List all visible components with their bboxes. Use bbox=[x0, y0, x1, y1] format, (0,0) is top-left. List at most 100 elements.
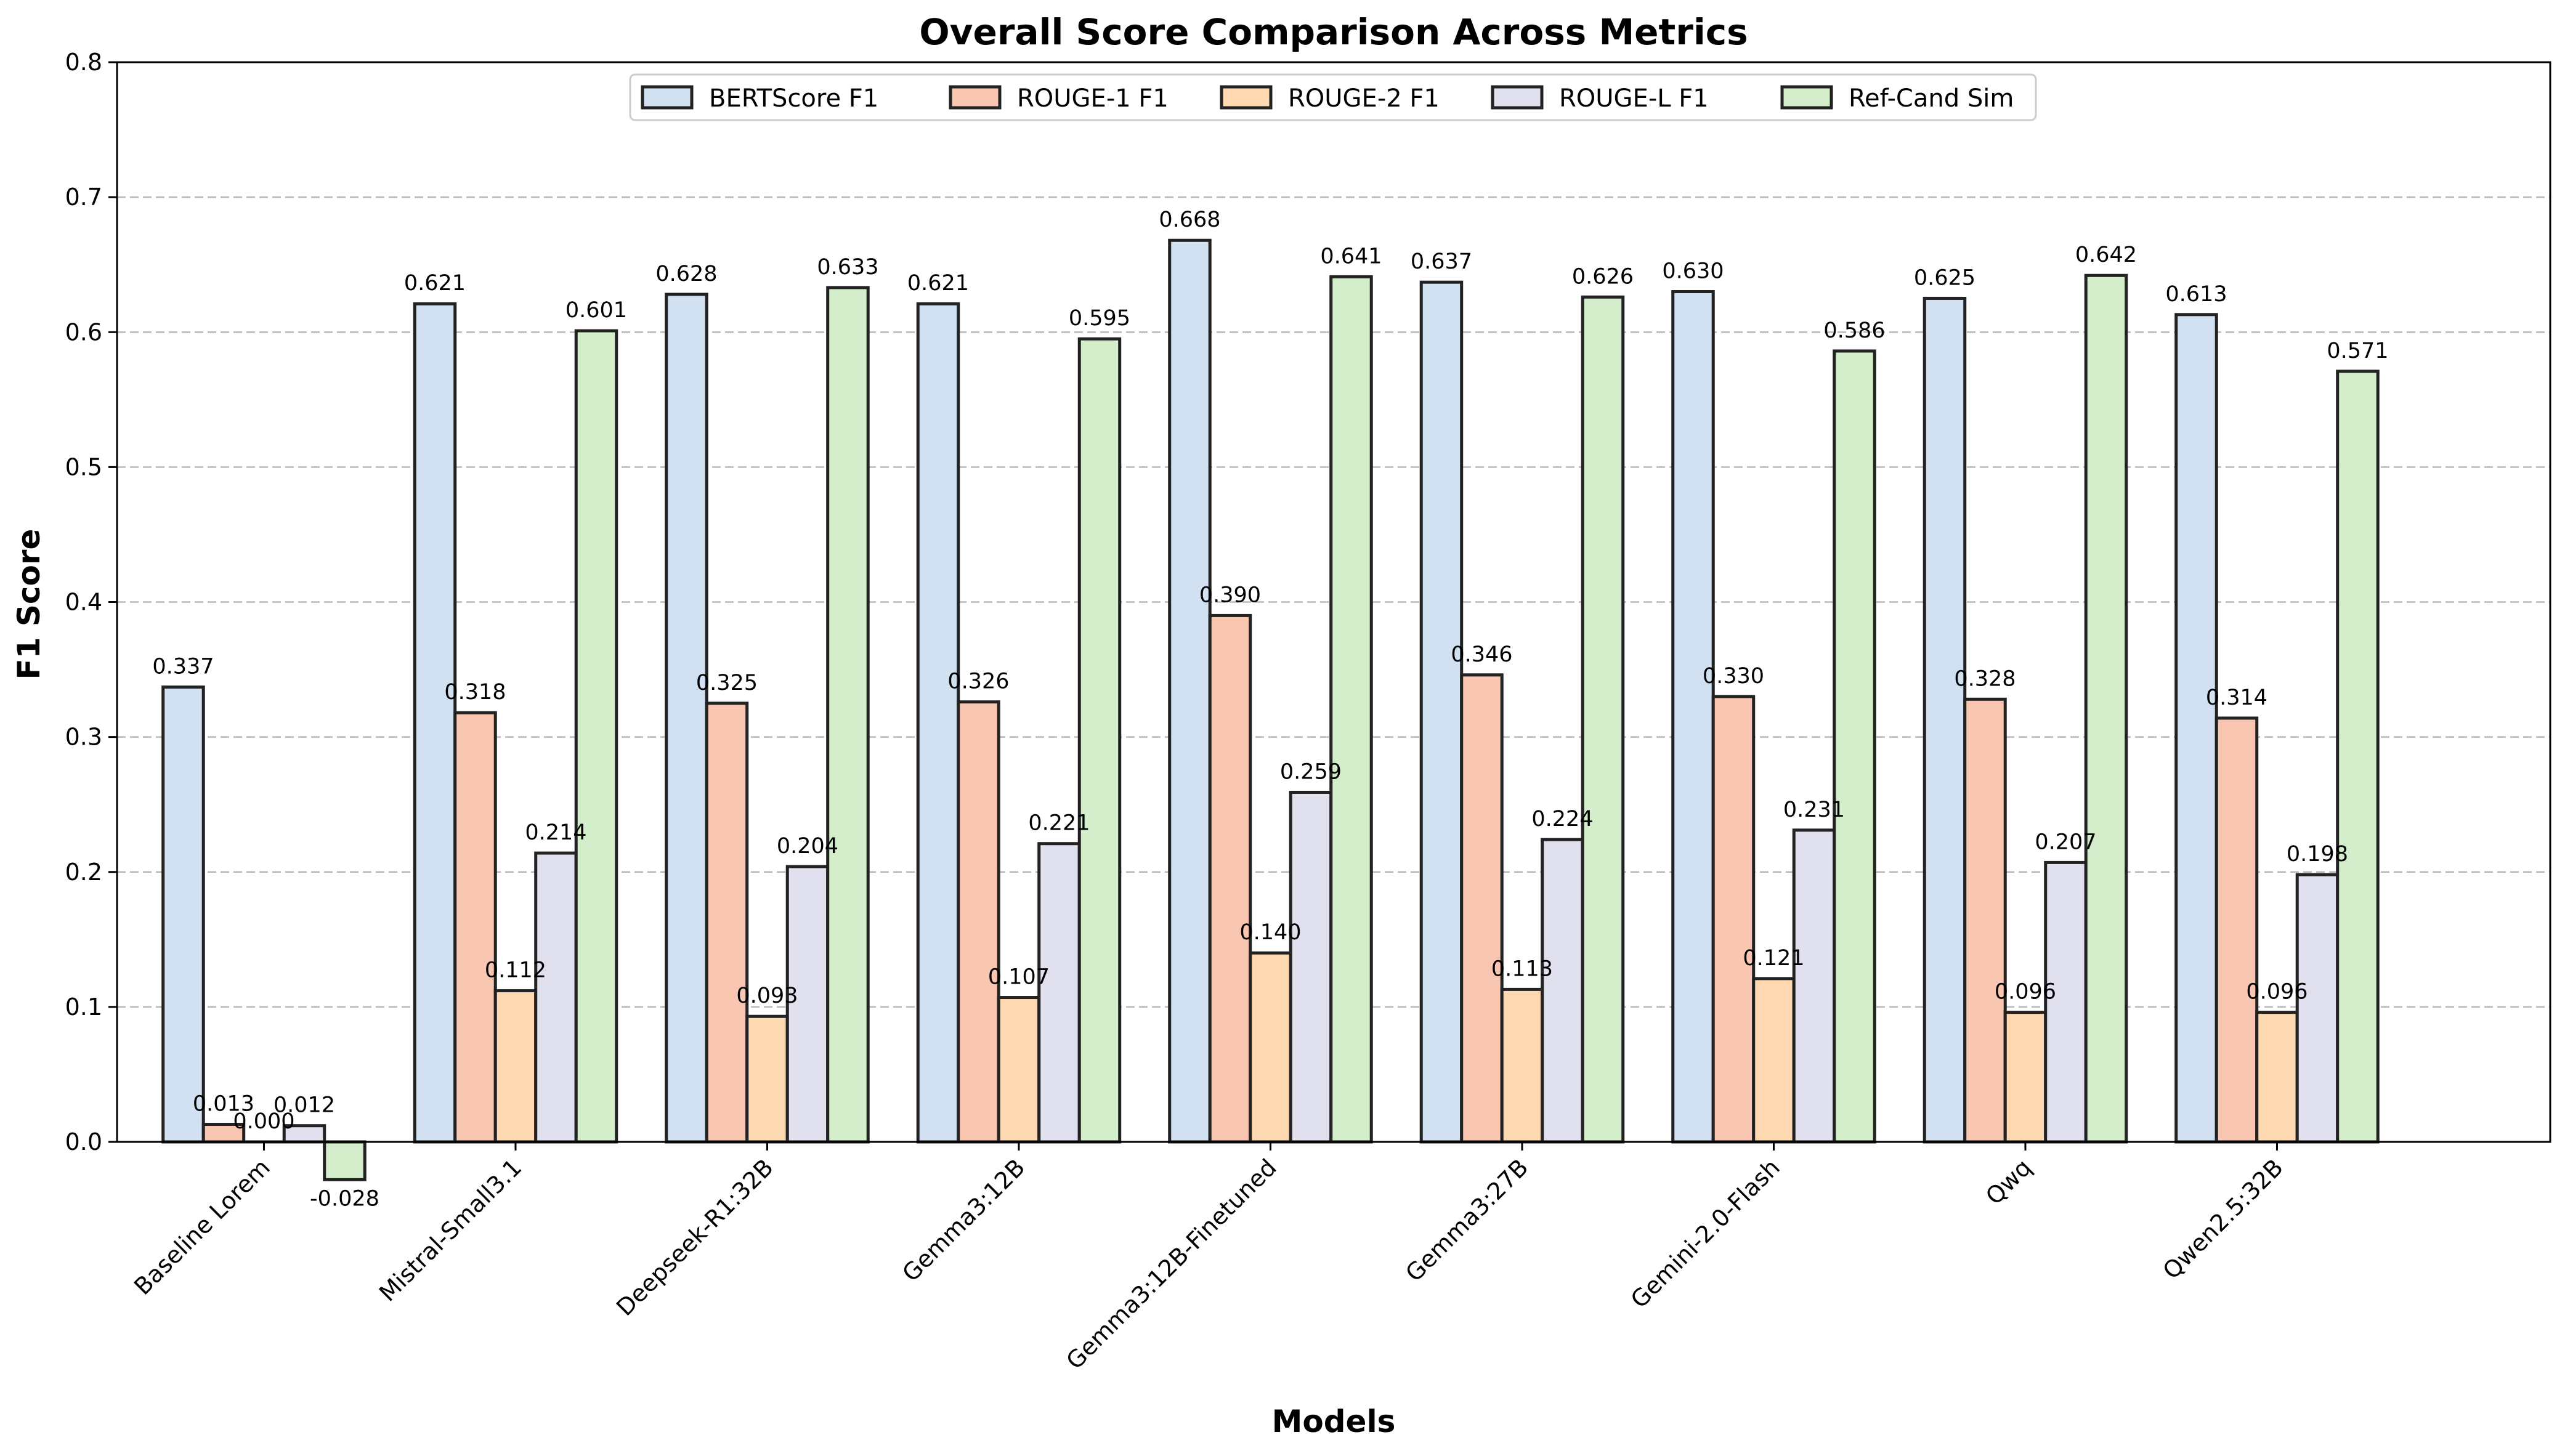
x-tick-label-2: Deepseek-R1:32B bbox=[611, 1154, 779, 1321]
value-label-8-4: 0.571 bbox=[2327, 339, 2388, 363]
value-label-6-1: 0.330 bbox=[1703, 664, 1764, 689]
bar-4-2 bbox=[1249, 951, 1292, 1144]
bar-1-3 bbox=[534, 851, 578, 1144]
value-label-3-2: 0.107 bbox=[988, 965, 1050, 990]
bar-2-1 bbox=[705, 702, 749, 1144]
legend-swatch-3 bbox=[1491, 85, 1544, 110]
bar-6-1 bbox=[1711, 695, 1756, 1144]
value-label-2-3: 0.204 bbox=[777, 834, 838, 859]
bar-1-2 bbox=[493, 989, 538, 1144]
bar-3-2 bbox=[997, 996, 1041, 1144]
y-tick-label-7: 0.7 bbox=[65, 184, 102, 211]
y-tick-label-0: 0.0 bbox=[65, 1128, 102, 1155]
value-label-8-2: 0.096 bbox=[2246, 980, 2308, 1005]
value-label-4-4: 0.641 bbox=[1320, 244, 1382, 269]
legend-label-0: BERTScore F1 bbox=[709, 84, 878, 113]
bar-1-1 bbox=[453, 711, 497, 1144]
bar-0-4 bbox=[323, 1140, 367, 1181]
bar-7-2 bbox=[2003, 1011, 2048, 1144]
bar-7-0 bbox=[1923, 296, 1967, 1144]
bar-6-2 bbox=[1752, 977, 1796, 1144]
value-label-1-4: 0.601 bbox=[565, 298, 627, 323]
y-tick-label-5: 0.5 bbox=[65, 453, 102, 480]
bar-2-0 bbox=[665, 293, 708, 1144]
bar-6-3 bbox=[1792, 828, 1836, 1144]
bar-8-1 bbox=[2214, 716, 2259, 1144]
bar-8-4 bbox=[2336, 370, 2380, 1144]
bar-5-3 bbox=[1541, 838, 1584, 1144]
value-label-4-3: 0.259 bbox=[1280, 759, 1342, 784]
y-tick-label-3: 0.3 bbox=[65, 724, 102, 751]
legend-label-3: ROUGE-L F1 bbox=[1559, 84, 1709, 113]
bar-1-4 bbox=[574, 329, 618, 1144]
bar-0-0 bbox=[161, 686, 205, 1144]
x-tick-label-6: Gemini-2.0-Flash bbox=[1626, 1154, 1785, 1313]
bar-3-4 bbox=[1077, 337, 1122, 1144]
value-label-7-4: 0.642 bbox=[2075, 243, 2137, 267]
y-tick-label-2: 0.2 bbox=[65, 859, 102, 886]
bar-2-3 bbox=[785, 865, 830, 1144]
x-tick-label-4: Gemma3:12B-Finetuned bbox=[1061, 1154, 1281, 1374]
bar-4-3 bbox=[1289, 790, 1333, 1144]
x-tick-label-1: Mistral-Small3.1 bbox=[374, 1154, 527, 1306]
x-tick-label-0: Baseline Lorem bbox=[129, 1154, 275, 1300]
bar-5-0 bbox=[1419, 280, 1464, 1144]
value-label-4-0: 0.668 bbox=[1159, 208, 1220, 232]
value-label-1-2: 0.112 bbox=[485, 958, 546, 983]
bar-2-2 bbox=[745, 1014, 789, 1144]
legend-label-2: ROUGE-2 F1 bbox=[1288, 84, 1440, 113]
x-axis-ticks: Baseline Lorem Mistral-Small3.1 Deepseek-R… bbox=[129, 1142, 2288, 1375]
bar-3-0 bbox=[916, 302, 960, 1144]
value-label-4-2: 0.140 bbox=[1239, 920, 1301, 945]
bar-7-4 bbox=[2084, 273, 2128, 1144]
value-label-8-3: 0.198 bbox=[2287, 842, 2348, 867]
bar-6-0 bbox=[1671, 290, 1715, 1144]
value-label-1-3: 0.214 bbox=[525, 820, 586, 845]
value-label-2-2: 0.093 bbox=[736, 984, 798, 1008]
value-label-3-1: 0.326 bbox=[947, 669, 1009, 694]
value-label-0-4: -0.028 bbox=[310, 1186, 379, 1211]
bar-7-1 bbox=[1963, 697, 2007, 1144]
value-label-1-1: 0.318 bbox=[444, 680, 506, 705]
value-label-7-0: 0.625 bbox=[1914, 265, 1975, 290]
value-label-5-4: 0.626 bbox=[1572, 264, 1634, 289]
bar-8-0 bbox=[2174, 313, 2218, 1144]
y-axis-label: F1 Score bbox=[11, 529, 47, 680]
value-label-4-1: 0.390 bbox=[1199, 583, 1261, 607]
value-label-6-2: 0.121 bbox=[1743, 946, 1804, 971]
value-label-3-4: 0.595 bbox=[1069, 306, 1130, 331]
value-label-8-0: 0.613 bbox=[2165, 282, 2227, 307]
value-label-7-3: 0.207 bbox=[2035, 830, 2096, 854]
value-label-5-2: 0.113 bbox=[1491, 957, 1553, 981]
value-label-0-2: 0.000 bbox=[233, 1109, 294, 1134]
value-label-0-0: 0.337 bbox=[152, 655, 214, 679]
x-tick-label-8: Qwen2.5:32B bbox=[2158, 1154, 2288, 1284]
bar-1-0 bbox=[413, 302, 457, 1144]
value-label-0-3: 0.012 bbox=[274, 1093, 335, 1118]
legend: BERTScore F1 ROUGE-1 F1 ROUGE-2 F1 ROUGE-L … bbox=[629, 73, 2037, 121]
y-tick-label-6: 0.6 bbox=[65, 318, 102, 346]
chart-title: Overall Score Comparison Across Metrics bbox=[919, 11, 1748, 53]
value-label-7-1: 0.328 bbox=[1954, 666, 2016, 691]
bar-5-4 bbox=[1581, 295, 1625, 1144]
value-label-7-2: 0.096 bbox=[1995, 980, 2056, 1005]
value-label-3-3: 0.221 bbox=[1028, 811, 1090, 836]
x-tick-label-5: Gemma3:27B bbox=[1400, 1154, 1533, 1287]
legend-label-4: Ref-Cand Sim bbox=[1849, 84, 2014, 113]
legend-swatch-0 bbox=[641, 85, 694, 110]
bar-4-0 bbox=[1168, 238, 1212, 1144]
value-label-3-0: 0.621 bbox=[907, 271, 969, 296]
x-axis-label: Models bbox=[1272, 1404, 1396, 1439]
value-label-5-0: 0.637 bbox=[1411, 249, 1472, 274]
y-tick-label-4: 0.4 bbox=[65, 589, 102, 616]
x-tick-label-3: Gemma3:12B bbox=[897, 1154, 1030, 1287]
y-tick-label-8: 0.8 bbox=[65, 49, 102, 76]
bar-8-3 bbox=[2295, 873, 2340, 1144]
bar-8-2 bbox=[2255, 1011, 2299, 1144]
bar-4-4 bbox=[1329, 275, 1373, 1144]
value-label-8-1: 0.314 bbox=[2206, 686, 2267, 710]
legend-swatch-4 bbox=[1780, 85, 1833, 110]
value-label-5-1: 0.346 bbox=[1451, 642, 1512, 667]
value-label-2-1: 0.325 bbox=[696, 671, 758, 695]
